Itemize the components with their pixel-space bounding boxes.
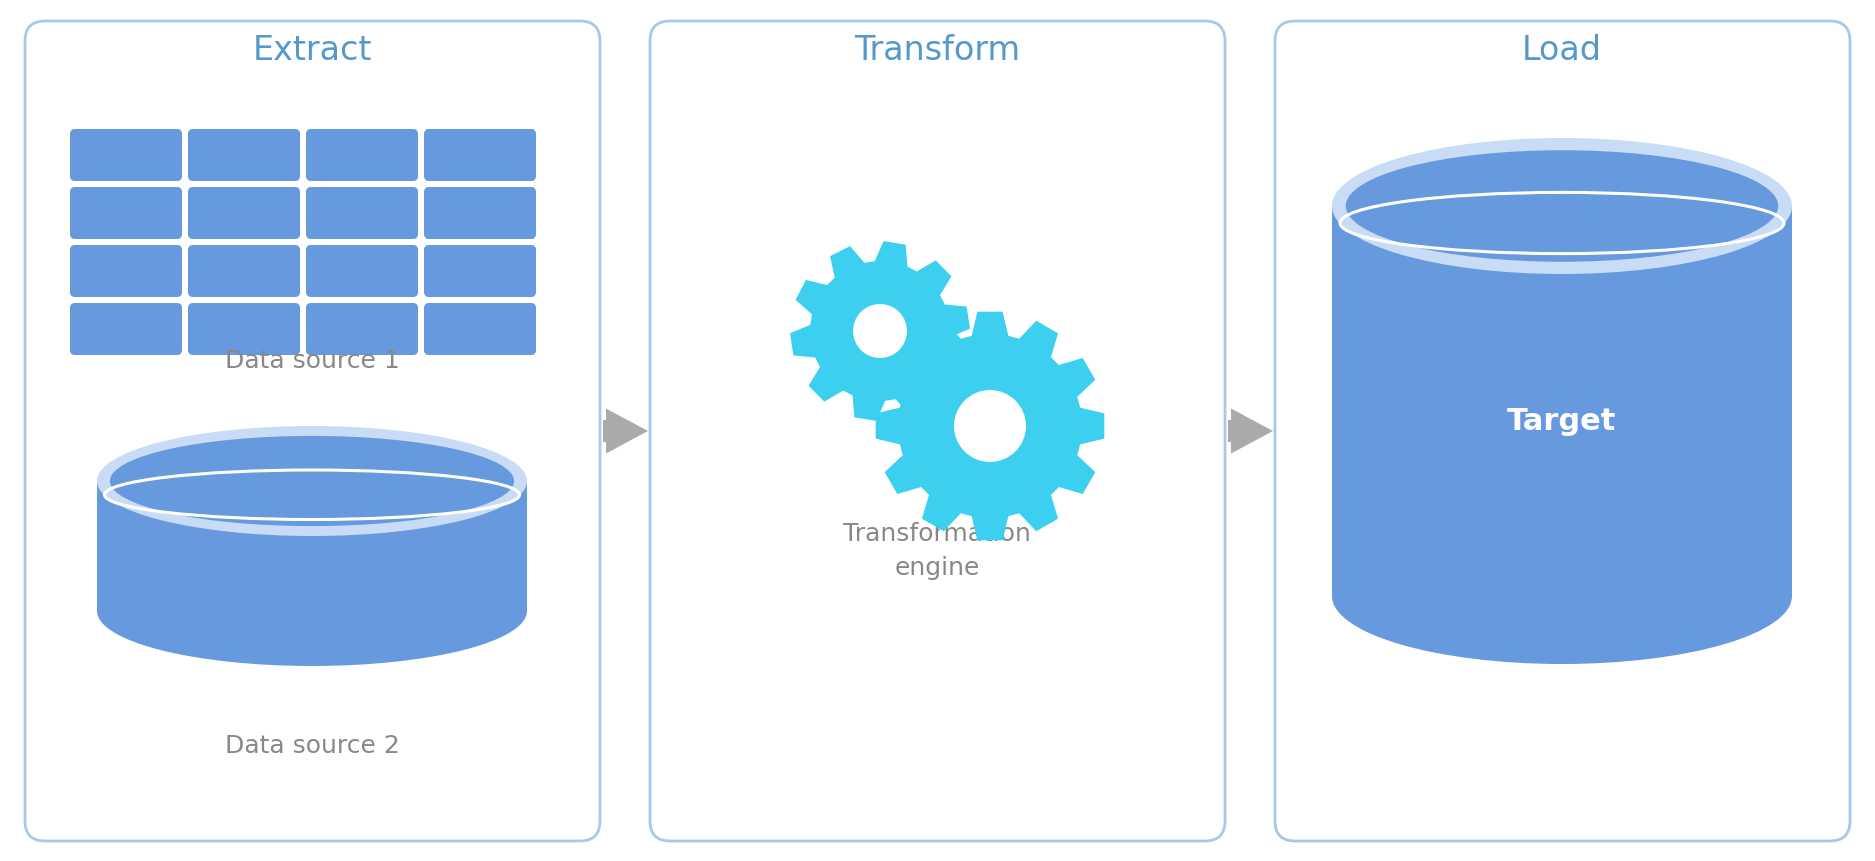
FancyBboxPatch shape — [1275, 21, 1851, 841]
FancyBboxPatch shape — [188, 129, 300, 181]
FancyBboxPatch shape — [69, 187, 182, 239]
FancyBboxPatch shape — [188, 303, 300, 355]
Bar — [98, 481, 527, 611]
Ellipse shape — [1346, 150, 1778, 262]
Text: Load: Load — [1522, 34, 1601, 67]
FancyBboxPatch shape — [424, 187, 536, 239]
Polygon shape — [1232, 408, 1273, 454]
Polygon shape — [876, 312, 1104, 541]
Ellipse shape — [954, 390, 1026, 462]
FancyBboxPatch shape — [188, 245, 300, 297]
FancyBboxPatch shape — [424, 245, 536, 297]
FancyBboxPatch shape — [24, 21, 600, 841]
Text: Transform: Transform — [853, 34, 1020, 67]
FancyBboxPatch shape — [306, 129, 418, 181]
FancyBboxPatch shape — [188, 187, 300, 239]
FancyBboxPatch shape — [69, 303, 182, 355]
FancyBboxPatch shape — [306, 187, 418, 239]
Text: Extract: Extract — [253, 34, 371, 67]
FancyBboxPatch shape — [69, 245, 182, 297]
FancyBboxPatch shape — [306, 303, 418, 355]
Ellipse shape — [98, 556, 527, 666]
Ellipse shape — [853, 304, 908, 358]
Bar — [1228, 420, 1232, 442]
FancyBboxPatch shape — [424, 129, 536, 181]
Text: Transformation
engine: Transformation engine — [844, 523, 1031, 579]
Bar — [604, 420, 606, 442]
Ellipse shape — [1331, 138, 1792, 274]
Polygon shape — [789, 241, 969, 421]
FancyBboxPatch shape — [69, 129, 182, 181]
FancyBboxPatch shape — [424, 303, 536, 355]
Bar — [1331, 206, 1792, 596]
Text: Target: Target — [1508, 406, 1616, 436]
Ellipse shape — [98, 426, 527, 536]
Polygon shape — [606, 408, 649, 454]
Ellipse shape — [1331, 528, 1792, 664]
Text: Data source 2: Data source 2 — [225, 734, 399, 758]
Text: Data source 1: Data source 1 — [225, 349, 399, 373]
Ellipse shape — [111, 436, 514, 526]
FancyBboxPatch shape — [306, 245, 418, 297]
FancyBboxPatch shape — [651, 21, 1224, 841]
